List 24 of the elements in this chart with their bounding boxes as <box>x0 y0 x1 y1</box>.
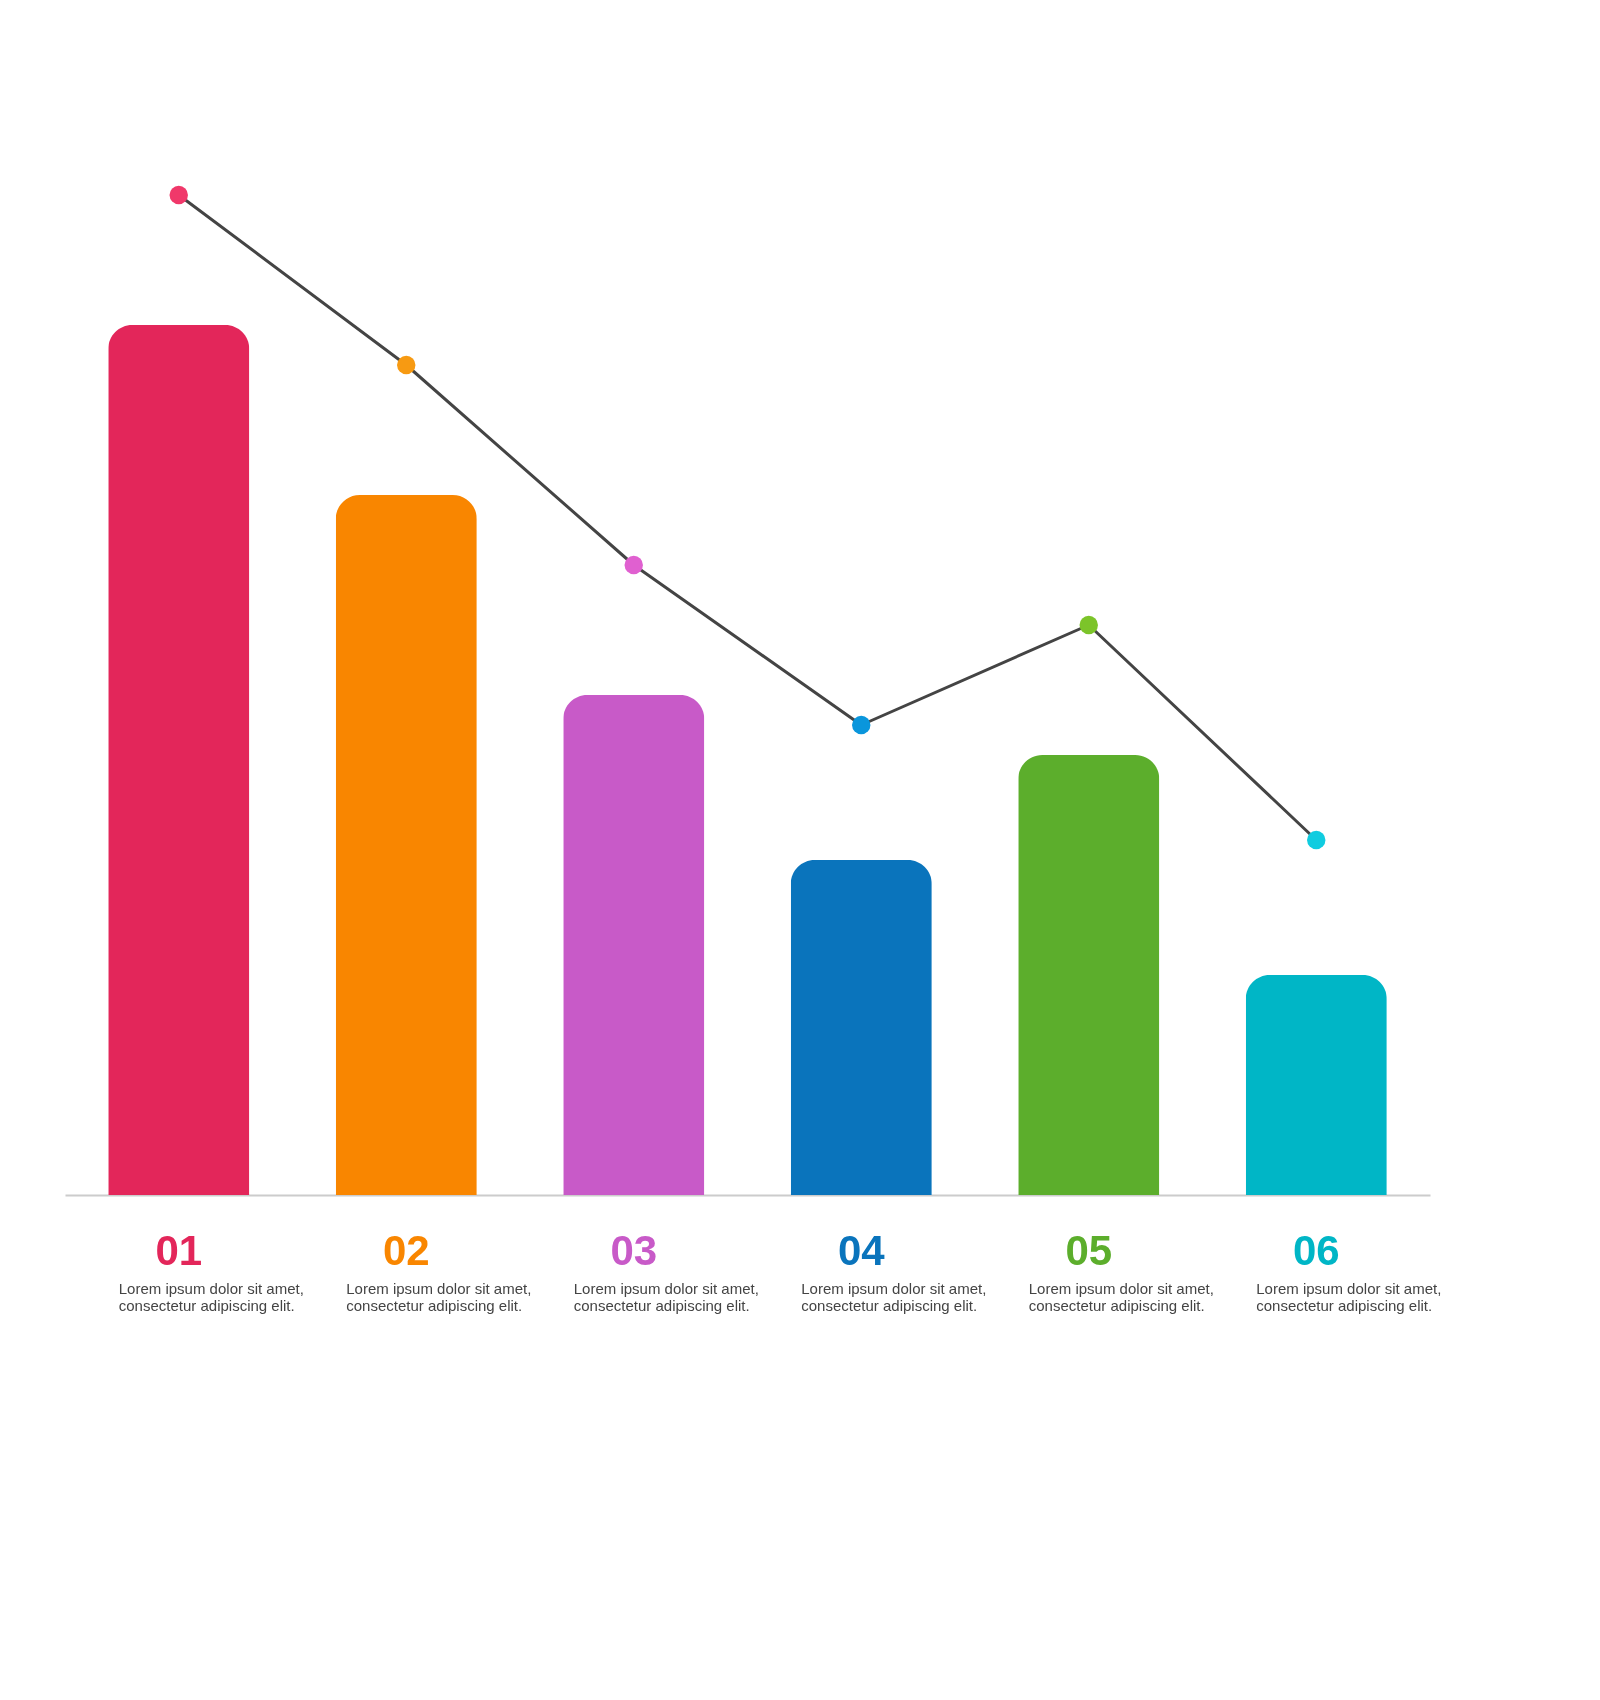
x-tick-label: 02 <box>382 1226 430 1274</box>
point <box>397 355 416 375</box>
bar <box>563 695 705 1195</box>
point <box>1079 615 1098 635</box>
bar <box>335 495 477 1195</box>
bar <box>1245 975 1387 1195</box>
text: Lorem ipsum dolor sit amet, consectetur adipiscing elit. <box>1028 1280 1214 1314</box>
text: Lorem ipsum dolor sit amet, consectetur adipiscing elit. <box>346 1280 532 1314</box>
point <box>169 185 188 205</box>
bar <box>108 325 250 1195</box>
text: Lorem ipsum dolor sit amet, consectetur adipiscing elit. <box>1256 1280 1442 1314</box>
point <box>1307 830 1326 850</box>
text: Lorem ipsum dolor sit amet, consectetur adipiscing elit. <box>801 1280 987 1314</box>
text: Lorem ipsum dolor sit amet, consectetur adipiscing elit. <box>118 1280 304 1314</box>
x-tick-label: 01 <box>155 1226 203 1274</box>
x-tick-label: 05 <box>1065 1226 1113 1274</box>
bar <box>790 860 932 1195</box>
x-tick-label: 04 <box>837 1226 886 1274</box>
point <box>852 715 871 735</box>
x-tick-label: 06 <box>1292 1226 1340 1274</box>
bar <box>1018 755 1160 1195</box>
point <box>624 555 643 575</box>
x-tick-label: 03 <box>610 1226 658 1274</box>
text: Lorem ipsum dolor sit amet, consectetur adipiscing elit. <box>573 1280 759 1314</box>
